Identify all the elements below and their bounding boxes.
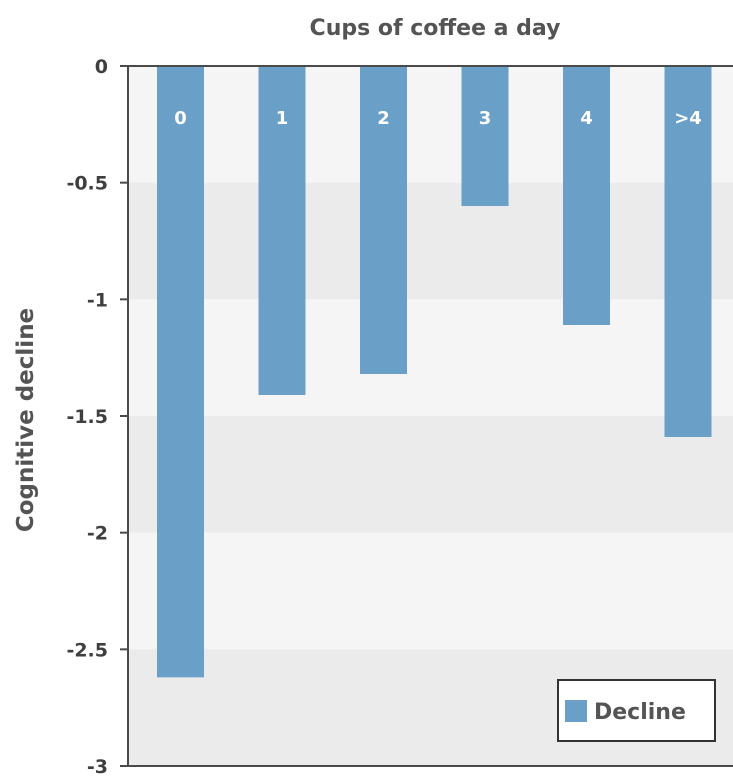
grid-band — [128, 66, 733, 183]
y-tick-label: -3 — [87, 756, 108, 778]
y-tick-label: -2.5 — [66, 639, 108, 661]
bar — [563, 66, 610, 325]
grid-band — [128, 299, 733, 416]
y-tick-label: -2 — [87, 523, 108, 545]
category-label: 3 — [479, 108, 492, 129]
legend-label-decline: Decline — [594, 700, 686, 725]
category-labels: 0 1 2 3 4 >4 — [174, 108, 702, 129]
category-label: 2 — [377, 108, 390, 129]
y-tick-label: 0 — [95, 56, 108, 78]
y-tick-label: -1.5 — [66, 406, 108, 428]
bar — [258, 66, 306, 395]
y-tick-label: -1 — [87, 289, 108, 311]
bar — [360, 66, 407, 374]
category-label: 0 — [174, 108, 187, 129]
y-axis-ticks: 0 -0.5 -1 -1.5 -2 -2.5 -3 — [66, 56, 128, 778]
category-label: 4 — [580, 108, 593, 129]
legend-swatch-decline — [565, 700, 587, 722]
bar — [664, 66, 712, 437]
bar — [157, 66, 204, 678]
category-label: 1 — [276, 108, 289, 129]
background-bands — [128, 66, 733, 766]
grid-band — [128, 532, 733, 650]
legend-box — [557, 679, 716, 742]
bar — [461, 66, 509, 206]
category-label: >4 — [674, 108, 702, 129]
chart-title: Cups of coffee a day — [310, 16, 561, 41]
legend: Decline — [557, 679, 716, 742]
y-tick-label: -0.5 — [66, 173, 108, 195]
grid-band — [128, 416, 733, 533]
bar-series-decline — [157, 66, 712, 678]
y-axis-label: Cognitive decline — [13, 308, 39, 532]
grid-band — [128, 182, 733, 300]
